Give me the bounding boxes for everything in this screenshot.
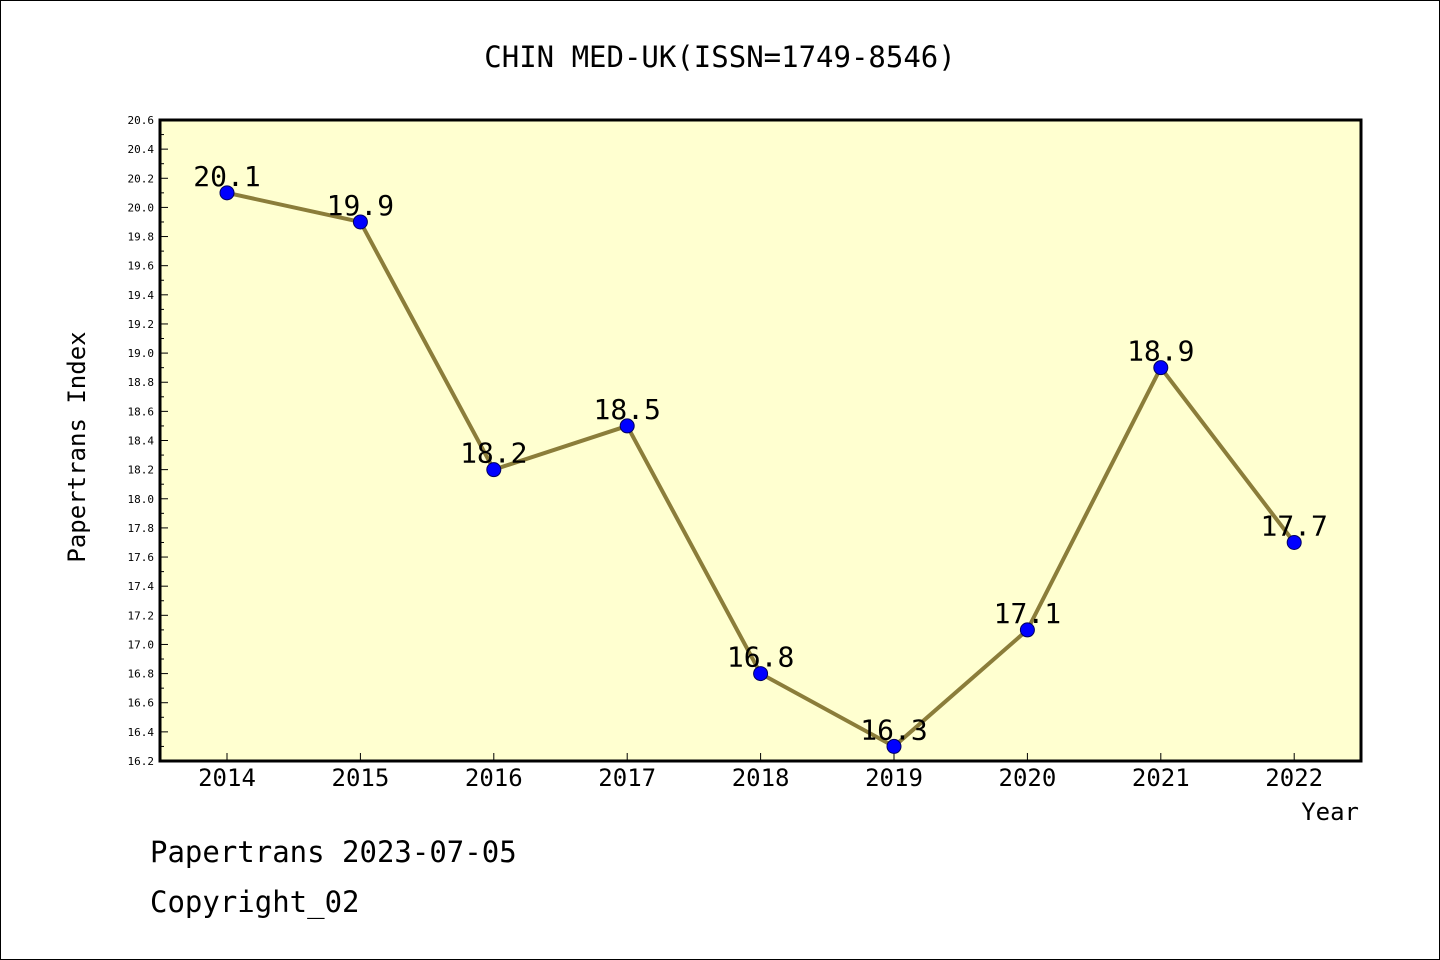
y-tick-label: 17.8 bbox=[128, 522, 155, 535]
y-tick-label: 17.4 bbox=[128, 580, 155, 593]
x-tick-label: 2014 bbox=[198, 764, 256, 792]
y-tick-label: 18.4 bbox=[128, 435, 155, 448]
data-label: 18.9 bbox=[1127, 335, 1194, 368]
data-label: 18.5 bbox=[593, 393, 660, 426]
copyright-text: Copyright_02 bbox=[150, 885, 360, 919]
y-axis-ticks: 16.2 16.4 16.6 16.8 17.0 17.2 17.4 17.6 17.8 18.0… bbox=[128, 114, 168, 768]
x-tick-label: 2018 bbox=[732, 764, 790, 792]
y-tick-label: 19.6 bbox=[128, 260, 155, 273]
x-tick-label: 2020 bbox=[999, 764, 1057, 792]
data-label: 17.1 bbox=[994, 597, 1061, 630]
y-tick-label: 16.6 bbox=[128, 697, 155, 710]
x-tick-label: 2017 bbox=[598, 764, 656, 792]
y-tick-label: 18.8 bbox=[128, 376, 155, 389]
data-label: 16.8 bbox=[727, 641, 794, 674]
data-label: 16.3 bbox=[860, 713, 927, 746]
data-point bbox=[753, 666, 769, 682]
data-point bbox=[219, 185, 235, 201]
y-tick-label: 20.6 bbox=[128, 114, 155, 127]
x-tick-label: 2021 bbox=[1132, 764, 1190, 792]
x-tick-label: 2019 bbox=[865, 764, 923, 792]
y-tick-label: 17.2 bbox=[128, 609, 155, 622]
data-point bbox=[352, 214, 368, 230]
x-tick-label: 2016 bbox=[465, 764, 523, 792]
y-tick-label: 20.4 bbox=[128, 143, 155, 156]
x-tick-label: 2015 bbox=[332, 764, 390, 792]
data-labels: 20.1 19.9 18.2 18.5 16.8 16.3 17.1 18.9 17.7 bbox=[193, 160, 1328, 747]
y-tick-label: 18.0 bbox=[128, 493, 155, 506]
y-tick-label: 19.0 bbox=[128, 347, 155, 360]
y-tick-label: 20.0 bbox=[128, 201, 155, 214]
data-markers bbox=[219, 185, 1302, 754]
x-tick-label: 2022 bbox=[1265, 764, 1323, 792]
x-axis-ticks: 2014 2015 2016 2017 2018 2019 2020 2021 2022 bbox=[198, 753, 1323, 792]
data-point bbox=[1286, 534, 1302, 550]
y-tick-label: 19.8 bbox=[128, 231, 155, 244]
source-date-text: Papertrans 2023-07-05 bbox=[150, 835, 517, 869]
y-tick-label: 16.8 bbox=[128, 668, 155, 681]
data-label: 20.1 bbox=[193, 160, 260, 193]
y-tick-label: 16.2 bbox=[128, 755, 155, 768]
y-tick-label: 17.0 bbox=[128, 638, 155, 651]
y-tick-label: 18.6 bbox=[128, 405, 155, 418]
y-tick-label: 20.2 bbox=[128, 172, 155, 185]
y-tick-label: 17.6 bbox=[128, 551, 155, 564]
y-tick-label: 16.4 bbox=[128, 726, 155, 739]
x-axis-label: Year bbox=[1301, 798, 1359, 826]
chart-title: CHIN MED-UK(ISSN=1749-8546) bbox=[484, 40, 955, 74]
data-label: 18.2 bbox=[460, 437, 527, 470]
data-point bbox=[1019, 622, 1035, 638]
data-point bbox=[619, 418, 635, 434]
data-point bbox=[886, 738, 902, 754]
y-tick-label: 19.2 bbox=[128, 318, 155, 331]
y-tick-label: 18.2 bbox=[128, 464, 155, 477]
data-label: 19.9 bbox=[327, 189, 394, 222]
y-axis-label: Papertrans Index bbox=[63, 331, 91, 562]
data-point bbox=[1153, 360, 1169, 376]
data-point bbox=[486, 462, 502, 478]
data-label: 17.7 bbox=[1260, 509, 1327, 542]
y-tick-label: 19.4 bbox=[128, 289, 155, 302]
